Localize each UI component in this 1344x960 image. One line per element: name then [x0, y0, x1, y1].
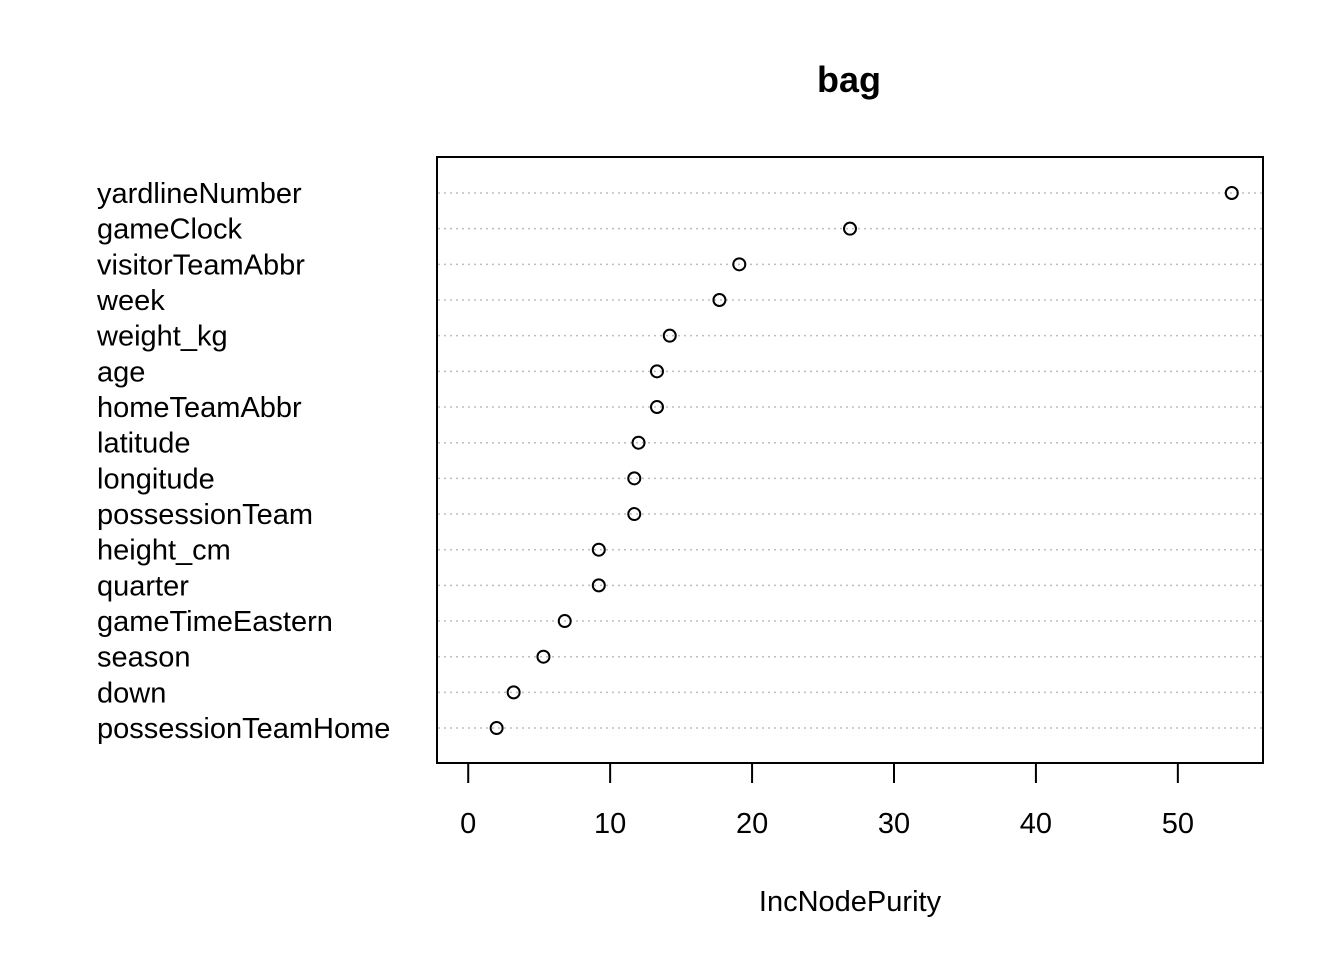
category-label: season [97, 642, 191, 674]
data-point [557, 614, 572, 629]
category-label: visitorTeamAbbr [97, 249, 305, 281]
x-tick-label: 20 [736, 808, 768, 840]
data-point [506, 685, 521, 700]
category-label: quarter [97, 570, 189, 602]
category-label: gameTimeEastern [97, 606, 333, 638]
x-axis: 0 10 20 30 40 50 [460, 762, 1194, 840]
category-label: latitude [97, 428, 191, 460]
x-tick-label: 30 [878, 808, 910, 840]
data-point [843, 221, 857, 236]
category-label: down [97, 677, 166, 709]
x-tick-label: 0 [460, 808, 476, 840]
data-point [662, 328, 677, 343]
category-label: weight_kg [96, 321, 228, 353]
chart-title: bag [817, 59, 881, 100]
data-point [732, 257, 747, 272]
category-label: yardlineNumber [97, 178, 302, 210]
data-point [631, 435, 646, 450]
data-point [536, 649, 551, 664]
category-label: homeTeamAbbr [97, 392, 302, 424]
data-point [627, 507, 642, 522]
x-axis-title: IncNodePurity [759, 886, 942, 918]
data-point [712, 293, 727, 308]
category-label: week [96, 285, 165, 317]
data-point [591, 542, 606, 557]
data-point [489, 721, 504, 736]
grid-lines [438, 192, 1262, 729]
data-point [591, 578, 606, 593]
x-tick-label: 50 [1162, 808, 1194, 840]
category-label: age [97, 356, 145, 388]
x-tick-label: 10 [594, 808, 626, 840]
data-point [649, 364, 664, 379]
data-point [627, 471, 642, 486]
data-point [1224, 186, 1239, 200]
data-points [489, 186, 1239, 736]
category-label: longitude [97, 463, 215, 495]
data-point [649, 400, 664, 415]
category-label: gameClock [97, 214, 243, 246]
category-label: height_cm [97, 535, 231, 567]
x-tick-label: 40 [1020, 808, 1052, 840]
category-label: possessionTeam [97, 499, 313, 531]
plot-frame [436, 156, 1264, 764]
category-label: possessionTeamHome [97, 713, 390, 745]
